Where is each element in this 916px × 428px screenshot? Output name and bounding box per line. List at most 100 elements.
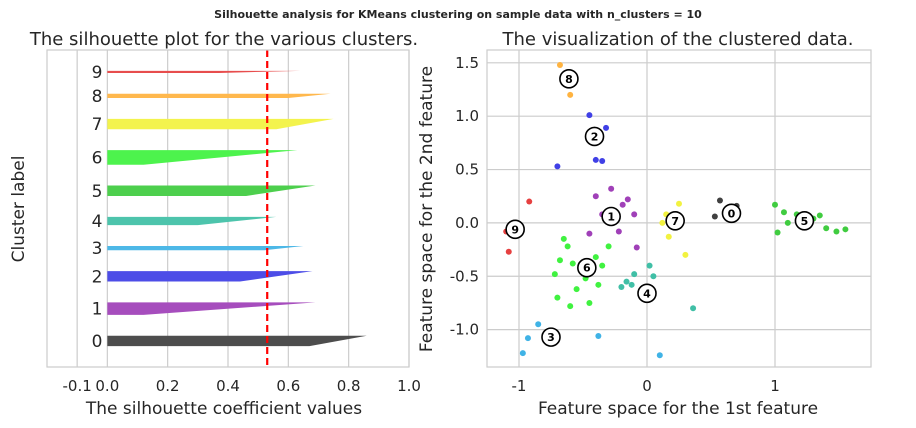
scatter-y-tick-label: 1.5 bbox=[455, 54, 479, 72]
data-point-cluster-6 bbox=[551, 271, 558, 278]
scatter-x-tick-label: 1 bbox=[770, 377, 780, 395]
silhouette-area-cluster-7 bbox=[107, 118, 334, 130]
data-point-cluster-4 bbox=[646, 262, 653, 269]
cluster-center-label: 0 bbox=[728, 207, 736, 220]
data-point-cluster-4 bbox=[690, 305, 697, 312]
data-point-cluster-0 bbox=[711, 213, 718, 220]
data-point-cluster-3 bbox=[519, 350, 526, 357]
cluster-center-marker bbox=[541, 327, 561, 347]
data-point-cluster-6 bbox=[592, 254, 599, 261]
cluster-center-marker bbox=[505, 219, 525, 240]
data-point-cluster-1 bbox=[631, 211, 638, 218]
silhouette-x-tick-label: 0.4 bbox=[216, 377, 240, 395]
cluster-center-label: 4 bbox=[643, 287, 651, 300]
data-point-cluster-7 bbox=[676, 200, 682, 207]
scatter-plot-frame bbox=[486, 49, 872, 368]
data-point-cluster-6 bbox=[595, 281, 602, 288]
cluster-center-label: 2 bbox=[591, 130, 599, 143]
data-point-cluster-3 bbox=[595, 333, 602, 340]
cluster-scatter-plot: The visualization of the clustered data.… bbox=[417, 29, 872, 419]
silhouette-x-tick-label: 0.2 bbox=[156, 377, 180, 395]
silhouette-x-tick-label: 0.6 bbox=[276, 377, 300, 395]
data-point-cluster-2 bbox=[592, 156, 599, 163]
cluster-center-label: 7 bbox=[671, 215, 679, 228]
data-point-cluster-1 bbox=[624, 196, 631, 203]
data-point-cluster-2 bbox=[554, 163, 561, 170]
scatter-y-tick-label: 0.0 bbox=[455, 214, 479, 232]
data-point-cluster-4 bbox=[623, 278, 630, 285]
data-point-cluster-2 bbox=[603, 124, 610, 131]
data-point-cluster-0 bbox=[716, 197, 723, 204]
silhouette-area-cluster-0 bbox=[107, 335, 367, 347]
silhouette-area-cluster-4 bbox=[107, 216, 277, 226]
data-point-cluster-9 bbox=[526, 198, 533, 205]
silhouette-cluster-label: 5 bbox=[92, 182, 103, 202]
data-point-cluster-5 bbox=[784, 219, 791, 226]
silhouette-x-tick-label: 0.8 bbox=[337, 377, 361, 395]
data-point-cluster-6 bbox=[567, 303, 574, 310]
cluster-center-label: 3 bbox=[547, 331, 555, 344]
data-point-cluster-7 bbox=[659, 219, 666, 226]
silhouette-cluster-label: 6 bbox=[92, 148, 103, 168]
silhouette-x-ticks: -0.1 0.0 0.2 0.4 0.6 0.8 1.0 bbox=[63, 377, 421, 395]
data-point-cluster-1 bbox=[619, 201, 626, 208]
scatter-y-tick-label: -0.5 bbox=[450, 267, 479, 285]
data-point-cluster-5 bbox=[816, 212, 823, 219]
data-point-cluster-1 bbox=[592, 193, 599, 200]
figure-suptitle: Silhouette analysis for KMeans clusterin… bbox=[214, 8, 702, 21]
data-point-cluster-1 bbox=[633, 244, 640, 251]
data-point-cluster-6 bbox=[605, 243, 612, 250]
data-point-cluster-5 bbox=[842, 226, 849, 233]
silhouette-y-axis-label: Cluster label bbox=[9, 156, 29, 263]
scatter-cluster-centers: 0 1 2 3 4 5 6 7 8 9 bbox=[505, 69, 815, 347]
data-point-cluster-2 bbox=[599, 158, 606, 165]
data-point-cluster-8 bbox=[567, 91, 574, 98]
data-point-cluster-7 bbox=[665, 233, 672, 240]
data-point-cluster-3 bbox=[656, 352, 663, 359]
scatter-y-tick-label: 1.0 bbox=[455, 107, 479, 125]
scatter-grid bbox=[487, 50, 871, 367]
data-point-cluster-8 bbox=[556, 61, 563, 68]
cluster-center-marker bbox=[584, 126, 605, 147]
silhouette-cluster-label: 9 bbox=[92, 63, 103, 83]
scatter-ticks: -1 0 1 -1.0 -0.5 0.0 0.5 1.0 1.5 bbox=[450, 54, 780, 395]
scatter-x-tick-label: -1 bbox=[512, 377, 527, 395]
scatter-x-tick-label: 0 bbox=[642, 377, 652, 395]
data-point-cluster-3 bbox=[524, 335, 531, 342]
data-point-cluster-1 bbox=[586, 230, 593, 237]
data-point-cluster-1 bbox=[615, 228, 622, 235]
cluster-center-label: 6 bbox=[583, 262, 591, 275]
silhouette-area-cluster-8 bbox=[107, 93, 331, 98]
cluster-center-marker bbox=[794, 210, 815, 231]
cluster-center-marker bbox=[577, 257, 597, 278]
data-point-cluster-5 bbox=[780, 209, 787, 216]
cluster-center-label: 1 bbox=[607, 211, 615, 224]
data-point-cluster-6 bbox=[599, 262, 606, 269]
data-point-cluster-6 bbox=[560, 235, 567, 242]
cluster-center-label: 9 bbox=[511, 223, 519, 236]
scatter-y-tick-label: -1.0 bbox=[450, 321, 479, 339]
silhouette-areas bbox=[107, 70, 367, 347]
silhouette-area-cluster-9 bbox=[107, 70, 301, 73]
data-point-cluster-4 bbox=[631, 271, 638, 278]
silhouette-cluster-labels: 0 1 2 3 4 5 6 7 8 9 bbox=[92, 63, 103, 352]
cluster-center-label: 5 bbox=[801, 215, 809, 228]
silhouette-cluster-label: 1 bbox=[92, 300, 103, 320]
silhouette-area-cluster-2 bbox=[107, 271, 313, 282]
data-point-cluster-6 bbox=[556, 257, 563, 264]
silhouette-area-cluster-3 bbox=[107, 246, 304, 251]
silhouette-x-axis-label: The silhouette coefficient values bbox=[85, 399, 362, 419]
data-point-cluster-3 bbox=[535, 321, 542, 328]
silhouette-area-cluster-5 bbox=[107, 185, 316, 196]
scatter-y-tick-label: 0.5 bbox=[455, 161, 479, 179]
silhouette-cluster-label: 8 bbox=[92, 87, 103, 107]
data-point-cluster-9 bbox=[505, 248, 512, 255]
silhouette-x-tick-label: 0.0 bbox=[95, 377, 119, 395]
silhouette-cluster-label: 0 bbox=[92, 332, 103, 352]
cluster-center-marker bbox=[637, 283, 657, 304]
silhouette-cluster-label: 7 bbox=[92, 115, 103, 135]
silhouette-area-cluster-1 bbox=[107, 302, 316, 315]
data-point-cluster-6 bbox=[564, 243, 571, 250]
data-point-cluster-1 bbox=[608, 185, 615, 192]
